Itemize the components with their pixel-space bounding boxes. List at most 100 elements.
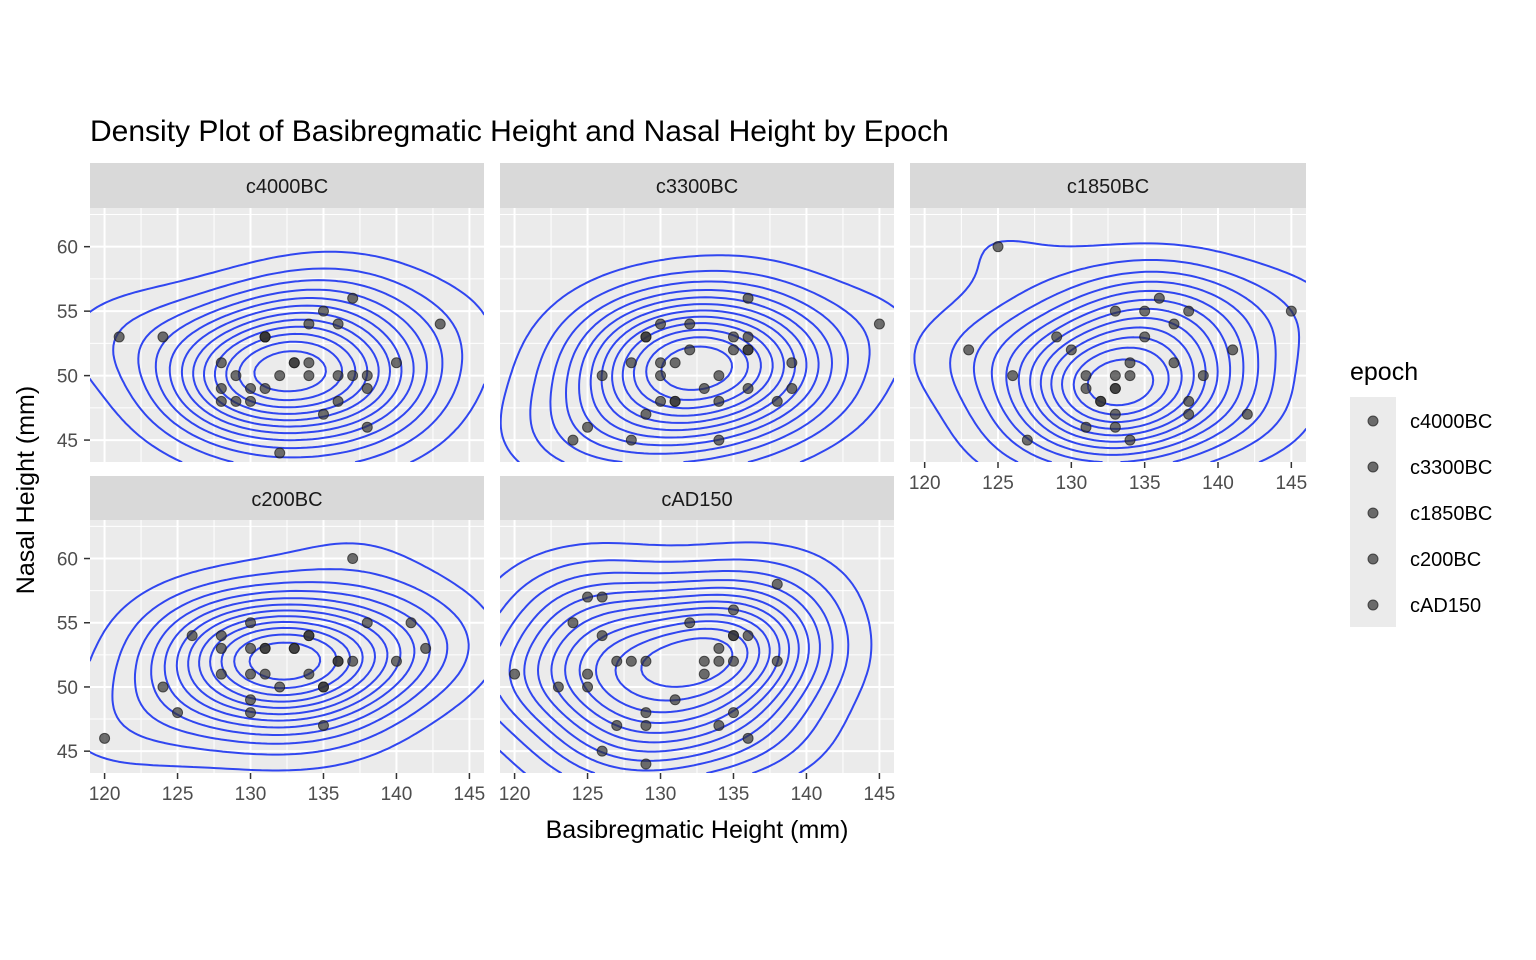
- data-point: [582, 681, 594, 693]
- data-point: [347, 292, 359, 304]
- data-point: [727, 707, 739, 719]
- data-point: [172, 707, 184, 719]
- x-tick-label: 120: [909, 473, 941, 494]
- data-point: [1124, 370, 1136, 382]
- facet-strip: [500, 163, 894, 208]
- panel-c1850BC: c1850BC 120 125 130 135 140 145: [909, 163, 1307, 494]
- data-point: [611, 719, 623, 731]
- data-point: [303, 668, 315, 680]
- data-point: [742, 331, 754, 343]
- data-point: [245, 383, 257, 395]
- density-contours: [500, 541, 873, 773]
- legend-key: [1367, 599, 1379, 611]
- data-point: [303, 370, 315, 382]
- facet-strip: [910, 163, 1306, 208]
- data-point: [288, 357, 300, 369]
- data-point: [390, 655, 402, 667]
- data-point: [567, 617, 579, 629]
- data-point: [640, 331, 652, 343]
- data-point: [1109, 370, 1121, 382]
- data-point: [99, 732, 111, 744]
- data-point: [582, 668, 594, 680]
- data-point: [742, 344, 754, 356]
- data-point: [1109, 383, 1121, 395]
- panel-c200BC: c200BC 120 125 130 135 140 145 45 50 55 60: [57, 476, 485, 805]
- data-point: [698, 668, 710, 680]
- data-point: [596, 745, 608, 757]
- data-point: [317, 305, 329, 317]
- data-point: [405, 617, 417, 629]
- facet-strip-label: c1850BC: [1067, 176, 1149, 198]
- facet-strip: [90, 163, 484, 208]
- data-point: [361, 370, 373, 382]
- data-point: [1183, 395, 1195, 407]
- data-point: [713, 395, 725, 407]
- contour-lines: [90, 542, 484, 772]
- contour-lines: [913, 240, 1306, 462]
- data-point: [1139, 331, 1151, 343]
- data-point: [509, 668, 521, 680]
- x-tick-label: 130: [1055, 473, 1087, 494]
- data-point: [1124, 357, 1136, 369]
- x-tick-label: 120: [89, 784, 121, 805]
- data-point: [1109, 408, 1121, 420]
- legend-label: c3300BC: [1410, 457, 1492, 479]
- data-point: [873, 318, 885, 330]
- data-point: [332, 318, 344, 330]
- data-point: [361, 421, 373, 433]
- x-axis-title: Basibregmatic Height (mm): [546, 816, 849, 844]
- data-point: [727, 655, 739, 667]
- data-point: [245, 617, 257, 629]
- data-point: [215, 630, 227, 642]
- facet-strip: [500, 476, 894, 521]
- y-tick-label: 50: [57, 367, 78, 388]
- data-point: [992, 241, 1004, 253]
- data-point: [727, 331, 739, 343]
- data-point: [1285, 305, 1297, 317]
- data-point: [698, 655, 710, 667]
- data-point: [963, 344, 975, 356]
- data-point: [1139, 305, 1151, 317]
- data-point: [215, 383, 227, 395]
- data-point: [347, 553, 359, 565]
- data-point: [1021, 434, 1033, 446]
- legend-key: [1367, 461, 1379, 473]
- data-point: [1183, 408, 1195, 420]
- data-point: [625, 434, 637, 446]
- facet-strip-label: c200BC: [251, 489, 322, 511]
- data-point: [1183, 305, 1195, 317]
- data-point: [1109, 421, 1121, 433]
- data-point: [1197, 370, 1209, 382]
- data-point: [1080, 421, 1092, 433]
- data-point: [655, 370, 667, 382]
- data-point: [596, 591, 608, 603]
- data-point: [274, 447, 286, 459]
- x-tick-label: 135: [308, 784, 340, 805]
- data-point: [552, 681, 564, 693]
- x-tick-label: 140: [791, 784, 823, 805]
- data-point: [742, 630, 754, 642]
- data-point: [684, 318, 696, 330]
- data-point: [259, 331, 271, 343]
- legend-key: [1367, 553, 1379, 565]
- data-point: [332, 655, 344, 667]
- data-point: [288, 642, 300, 654]
- x-tick-label: 125: [572, 784, 604, 805]
- x-tick-label: 130: [645, 784, 677, 805]
- facet-strip-label: c3300BC: [656, 176, 738, 198]
- data-point: [361, 617, 373, 629]
- data-point: [713, 434, 725, 446]
- data-point: [655, 395, 667, 407]
- data-point: [215, 395, 227, 407]
- data-point: [640, 719, 652, 731]
- data-point: [640, 707, 652, 719]
- data-point: [727, 630, 739, 642]
- data-point: [1095, 395, 1107, 407]
- data-point: [1080, 370, 1092, 382]
- data-point: [259, 668, 271, 680]
- data-point: [596, 630, 608, 642]
- y-tick-label: 55: [57, 302, 78, 323]
- legend-key: [1367, 415, 1379, 427]
- data-point: [1153, 292, 1165, 304]
